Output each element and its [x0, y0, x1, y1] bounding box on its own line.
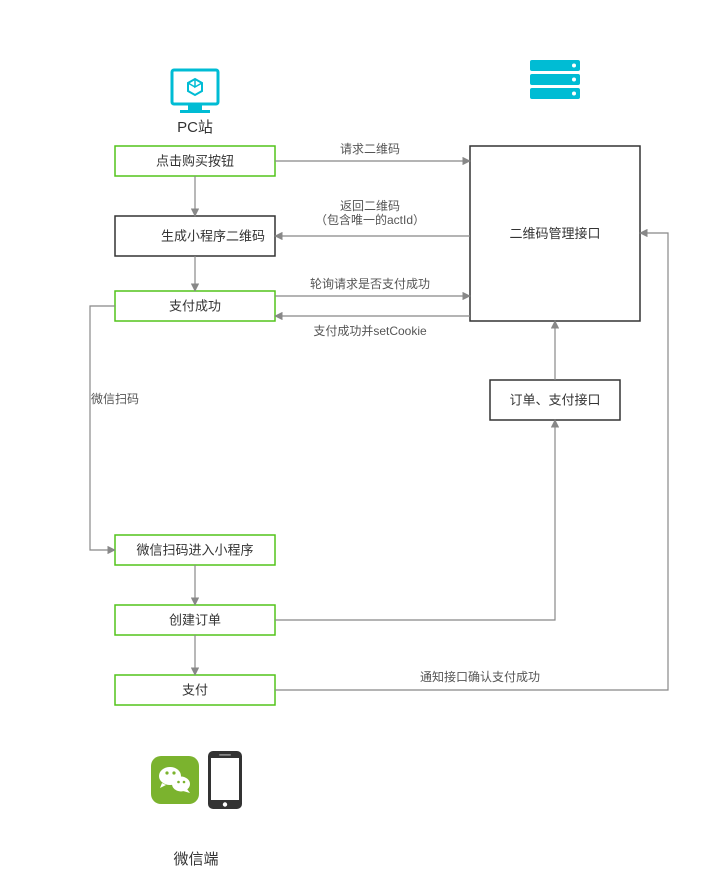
- edge-label-e2: （包含唯一的actId）: [315, 212, 425, 227]
- flowchart-canvas: PC站 微信端 点击购买按钮生成小程序二维码支付成功二维码: [0, 0, 720, 889]
- pc-section-label: PC站: [177, 119, 213, 136]
- server-icon: [530, 60, 580, 99]
- edge-label-e1: 请求二维码: [340, 142, 400, 156]
- node-label-pay_success: 支付成功: [169, 298, 221, 313]
- edge-e1: 请求二维码: [275, 142, 470, 161]
- edge-e2: 返回二维码（包含唯一的actId）: [275, 199, 470, 236]
- node-label-pay: 支付: [182, 682, 208, 697]
- node-click_buy: 点击购买按钮: [115, 146, 275, 176]
- edge-label-e9: 微信扫码: [91, 392, 139, 406]
- monitor-icon: [172, 70, 218, 113]
- node-pay_success: 支付成功: [115, 291, 275, 321]
- edge-e4: 支付成功并setCookie: [275, 316, 470, 338]
- node-label-order_api: 订单、支付接口: [509, 392, 600, 407]
- node-qr_api: 二维码管理接口: [470, 146, 640, 321]
- phone-icon: [208, 751, 242, 809]
- edge-label-e2: 返回二维码: [340, 199, 400, 213]
- node-order_api: 订单、支付接口: [490, 380, 620, 420]
- node-scan_enter: 微信扫码进入小程序: [115, 535, 275, 565]
- wechat-icon: [151, 756, 199, 804]
- node-create_order: 创建订单: [115, 605, 275, 635]
- node-label-click_buy: 点击购买按钮: [156, 153, 234, 168]
- edge-e3: 轮询请求是否支付成功: [275, 277, 470, 296]
- node-label-scan_enter: 微信扫码进入小程序: [136, 542, 253, 557]
- node-pay: 支付: [115, 675, 275, 705]
- edge-label-e11: 通知接口确认支付成功: [420, 669, 540, 684]
- node-label-qr_api: 二维码管理接口: [509, 226, 600, 241]
- edge-e9: 微信扫码: [90, 306, 139, 550]
- edge-label-e3: 轮询请求是否支付成功: [310, 277, 430, 291]
- wechat-section-label: 微信端: [173, 851, 218, 868]
- edge-label-e4: 支付成功并setCookie: [313, 324, 427, 338]
- edge-e10: [275, 420, 555, 620]
- node-label-create_order: 创建订单: [169, 612, 221, 627]
- node-label-gen_qr: 生成小程序二维码: [161, 228, 265, 243]
- node-gen_qr: 生成小程序二维码: [115, 216, 275, 256]
